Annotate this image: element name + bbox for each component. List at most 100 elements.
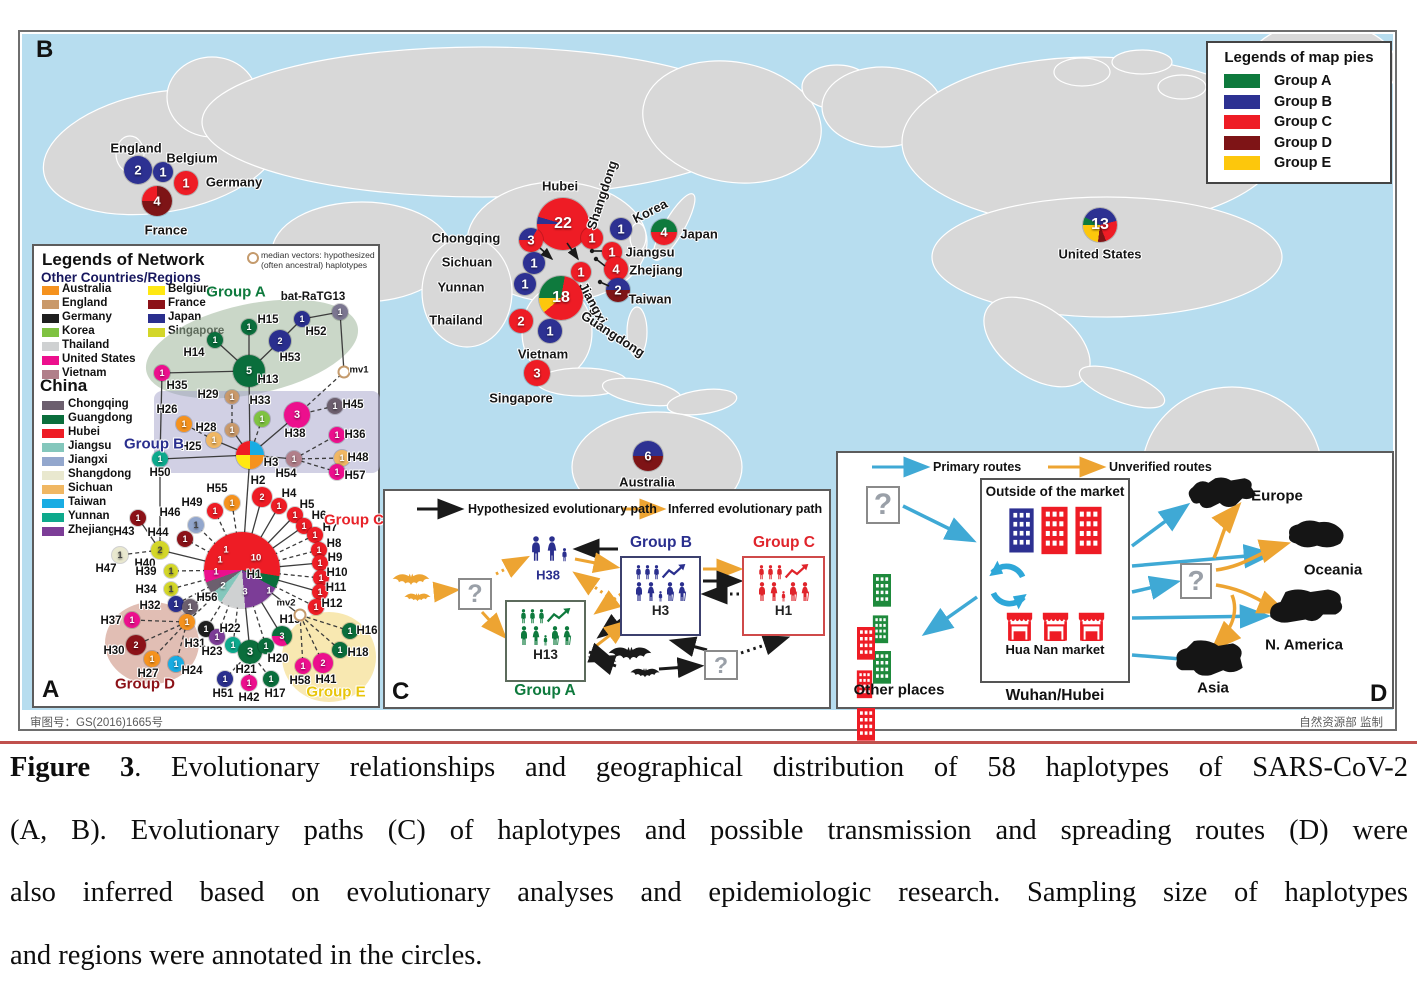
network-node-H46 (188, 517, 204, 533)
network-node-count: 1 (276, 501, 282, 511)
network-node-label: H31 (184, 638, 206, 650)
network-node-count: 1 (173, 659, 179, 669)
network-node-label: H10 (326, 567, 348, 579)
network-node-label: H57 (344, 470, 366, 482)
network-node-label: H40 (134, 558, 156, 570)
legend-province-label: Taiwan (68, 496, 107, 508)
network-node-count: 1 (263, 641, 269, 651)
network-node-H16 (342, 623, 358, 639)
network-node-count: 1 (259, 414, 265, 424)
network-node-label: H47 (95, 563, 117, 575)
legend-item-label: Group B (1274, 93, 1332, 110)
h1-slice-count: 1 (266, 585, 272, 597)
legend-swatch (42, 457, 64, 466)
network-node-H17 (263, 671, 279, 687)
network-edge (241, 569, 322, 579)
network-edge (231, 502, 243, 571)
network-node-H43 (130, 510, 146, 526)
network-node-H41 (313, 653, 333, 673)
legend-province-label: Shangdong (68, 468, 132, 480)
network-node-count: 1 (230, 640, 236, 650)
network-node-label: H14 (183, 347, 205, 359)
network-node-label: H11 (325, 582, 347, 594)
network-node-H34 (164, 582, 178, 596)
network-node-count: 1 (157, 454, 163, 464)
caption-line-4: and regions were annotated in the circle… (10, 940, 483, 971)
network-node-count: 1 (181, 419, 187, 429)
network-node-H15 (241, 319, 257, 335)
network-node-count: 1 (211, 435, 217, 445)
network-node-H2 (252, 487, 272, 507)
legend-province-label: Yunnan (68, 510, 110, 522)
network-node-label: H43 (113, 526, 135, 538)
network-node-label: H32 (139, 600, 161, 612)
network-node-count: 3 (246, 646, 254, 658)
network-node-label: H4 (281, 488, 297, 500)
network-node-label: H45 (342, 399, 364, 411)
network-node-count: 1 (246, 322, 252, 332)
panel-c-evolutionary-paths (383, 489, 831, 709)
network-node-count: 1 (214, 632, 220, 642)
network-node-label: H38 (284, 428, 306, 440)
network-edge (299, 614, 351, 632)
network-node-label: H2 (250, 475, 266, 487)
legend-province-label: Jiangsu (68, 440, 112, 452)
legend-province-label: Guangdong (68, 412, 133, 424)
network-node-H48 (334, 450, 350, 466)
network-node-H3 (236, 441, 264, 469)
network-node-count: 1 (339, 453, 345, 463)
network-node-count: 1 (222, 674, 228, 684)
network-node-H38 (284, 402, 310, 428)
network-node-label: H7 (322, 522, 338, 534)
legend-swatch (148, 300, 165, 309)
group-label-b: Group B (124, 435, 184, 453)
network-node-H30 (126, 635, 146, 655)
network-node-H29 (225, 390, 239, 404)
legend-country-label: Thailand (62, 339, 110, 351)
legend-item-label: Group D (1274, 134, 1332, 151)
legend-color-chip (1224, 74, 1260, 88)
network-node-count: 1 (168, 584, 174, 594)
network-edge (241, 569, 267, 647)
network-node-label: H50 (149, 467, 171, 479)
china-header: China (40, 376, 88, 395)
legend-swatch (42, 471, 64, 480)
network-node-label: bat-RaTG13 (280, 291, 346, 303)
map-producer: 自然资源部 监制 (1299, 717, 1383, 729)
caption-line-3: also inferred based on evolutionary anal… (10, 877, 1408, 908)
continent-shape (421, 236, 513, 348)
legend-country-label: Vietnam (62, 367, 107, 379)
network-node-label: H16 (356, 625, 378, 637)
h1-slice-count: 3 (242, 586, 248, 598)
network-node-count: 1 (291, 454, 297, 464)
legend-province-label: Zhejiang (68, 524, 116, 536)
network-node-count: 1 (168, 566, 174, 576)
network-node-H11 (312, 584, 328, 600)
network-node-label: H25 (180, 441, 202, 453)
network-node-H45 (327, 398, 343, 414)
h1-slice-count: 1 (217, 554, 223, 566)
network-node-count: 2 (277, 336, 283, 346)
network-node-mv1 (339, 367, 349, 377)
legend-swatch (42, 342, 59, 351)
continent-shape (1053, 57, 1111, 87)
network-node-H13 (233, 355, 265, 387)
network-node-H1 (204, 532, 280, 608)
legend-swatch (148, 328, 165, 337)
network-node-H57 (329, 464, 345, 480)
network-node-label: H42 (238, 692, 260, 704)
network-node-count: 2 (320, 658, 326, 668)
network-edge (159, 454, 251, 460)
network-edge (135, 621, 188, 646)
network-node-H50 (152, 451, 168, 467)
legend-swatch (42, 286, 59, 295)
legend-province-label: Jiangxi (68, 454, 108, 466)
network-node-H18 (332, 642, 348, 658)
network-edge (159, 372, 163, 460)
network-node-H44 (177, 531, 193, 547)
network-node-label: H36 (344, 429, 366, 441)
continent-shape (629, 222, 647, 252)
group-label-a: Group A (206, 283, 266, 301)
network-node-label: H35 (166, 380, 188, 392)
network-node-H37 (124, 612, 140, 628)
